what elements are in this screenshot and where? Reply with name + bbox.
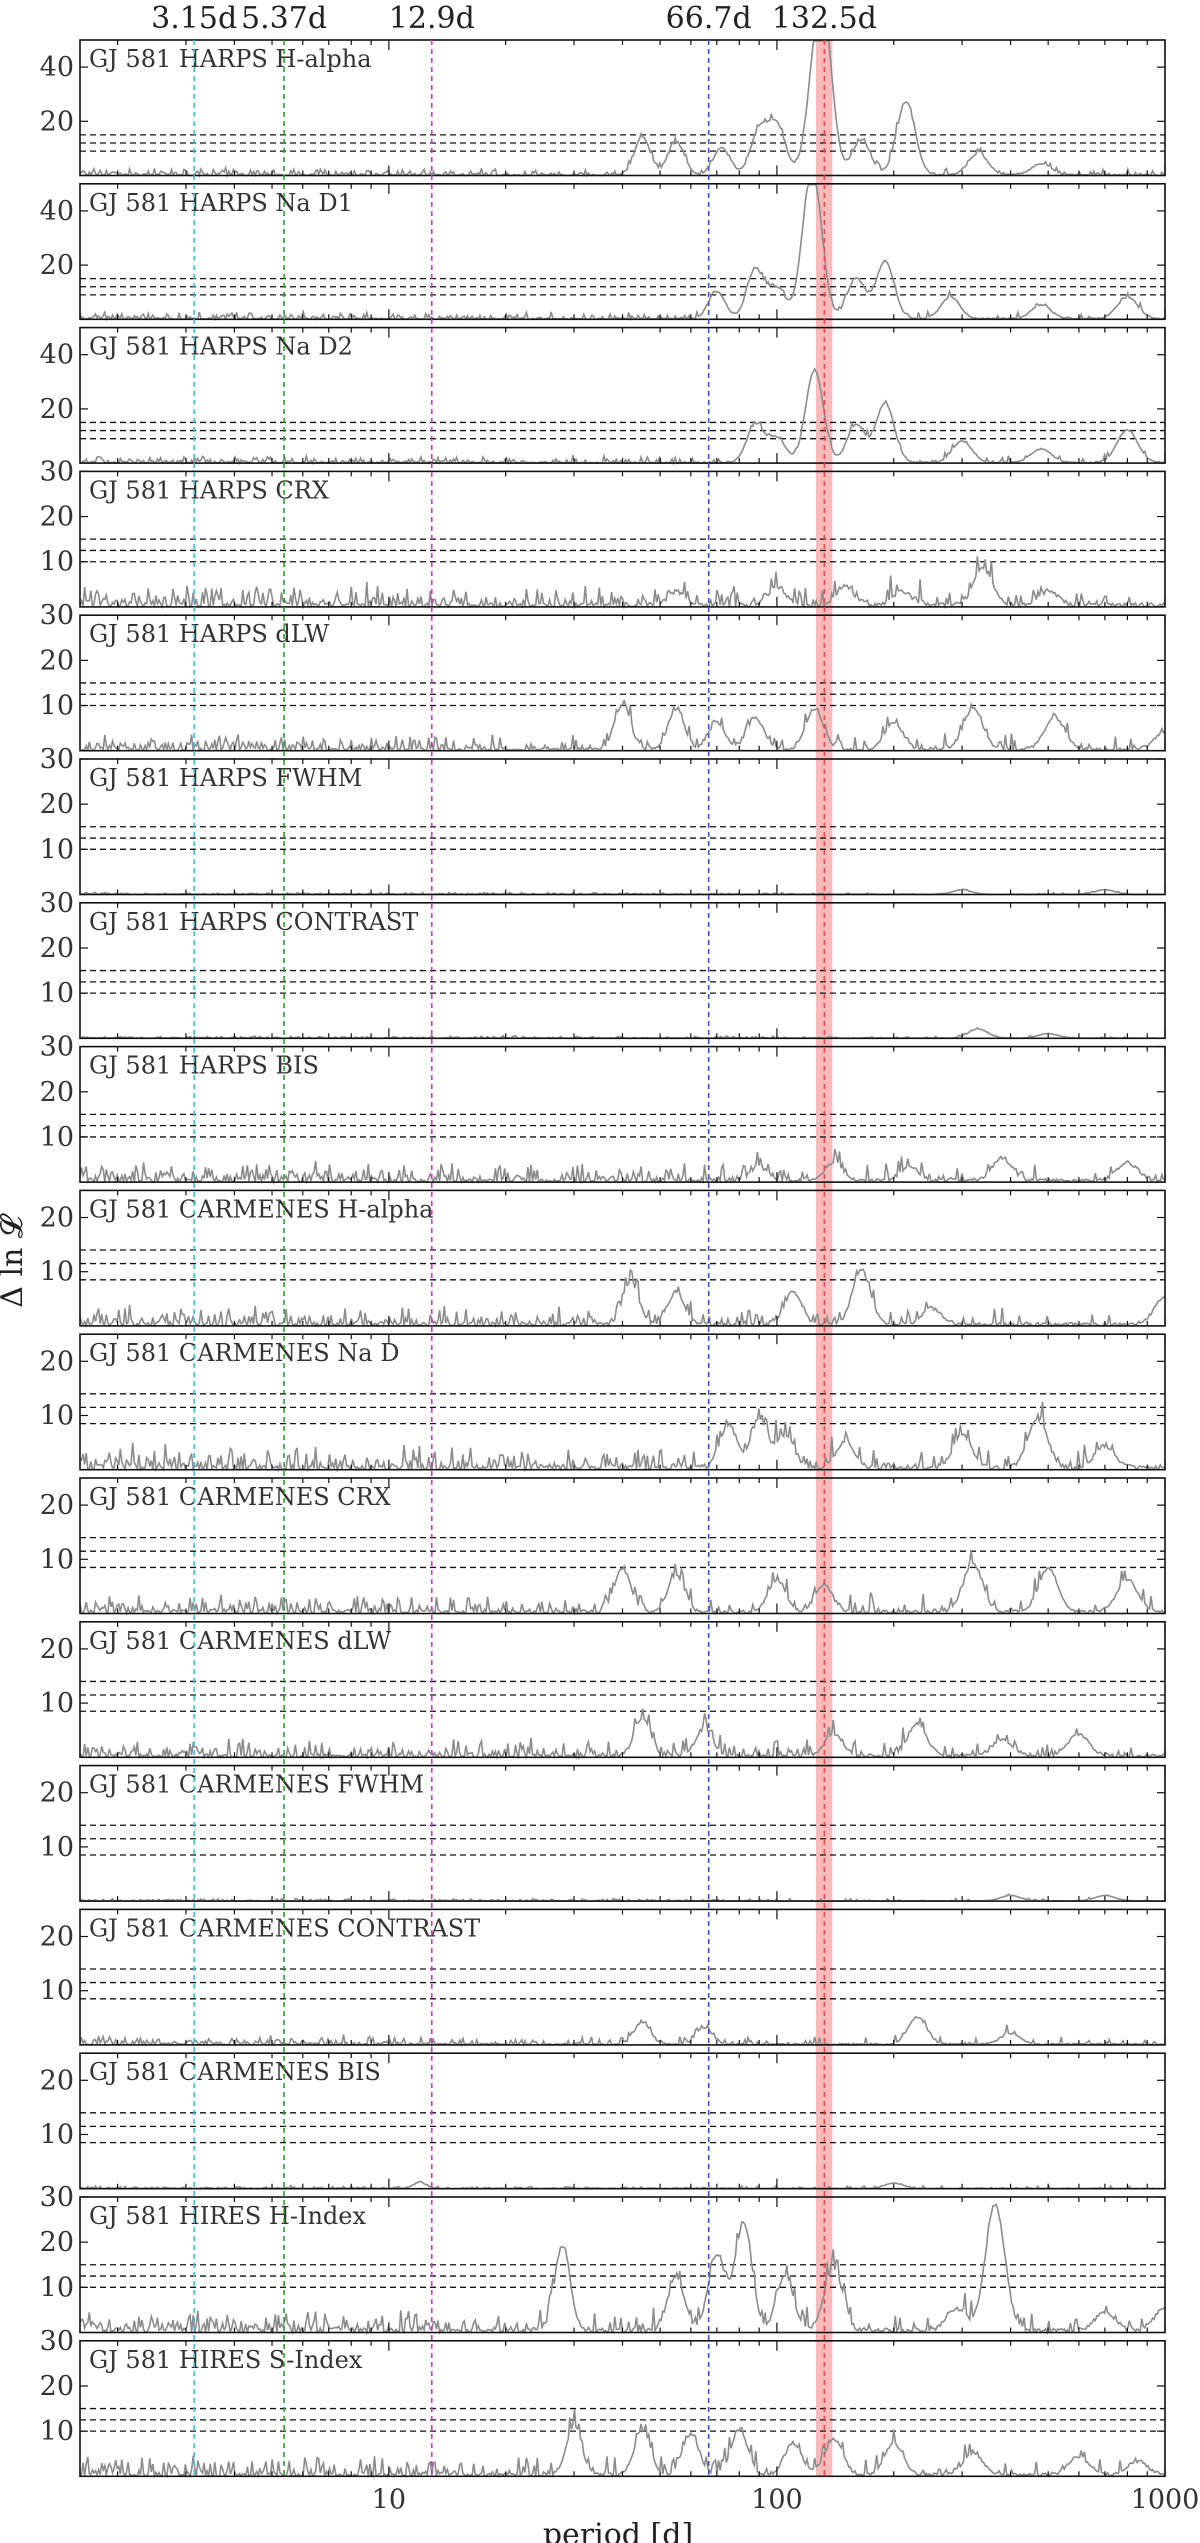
y-tick-label: 30 [40,744,74,775]
y-tick-label: 40 [40,196,74,227]
panel-title: GJ 581 HARPS Na D1 [89,189,353,217]
y-tick-label: 40 [40,340,74,371]
panels-layer: 20 40 GJ 581 HARPS H-alpha 20 40 GJ 581 HARPS… [40,39,1166,2480]
periodogram-series [79,698,1166,753]
x-tick-label: 10 [372,2484,406,2515]
panel: 10 20 30 GJ 581 HARPS dLW [40,600,1166,753]
y-tick-label: 10 [40,1401,74,1432]
y-tick-label: 30 [40,888,74,919]
panel: 10 20 GJ 581 CARMENES BIS [40,2052,1166,2190]
panel: 10 20 GJ 581 CARMENES CRX [40,1477,1166,1617]
x-tick-label: 100 [751,2484,803,2515]
y-tick-label: 10 [40,547,74,578]
periodogram-series [79,556,1166,610]
y-tick-label: 20 [40,2227,74,2258]
y-tick-label: 30 [40,2182,74,2213]
panel-title: GJ 581 HARPS FWHM [89,764,362,792]
y-tick-label: 20 [40,789,74,820]
periodogram-series [79,1708,1166,1761]
y-tick-label: 10 [40,1976,74,2007]
marked-period-label: 5.37d [241,1,327,36]
y-tick-label: 10 [40,2272,74,2303]
y-tick-label: 20 [40,502,74,533]
y-tick-label: 20 [40,645,74,676]
panel-title: GJ 581 CARMENES H-alpha [89,1195,433,1223]
marked-period-label: 3.15d [151,1,237,36]
y-tick-label: 20 [40,1346,74,1377]
y-tick-label: 10 [40,2120,74,2151]
panel-title: GJ 581 HIRES H-Index [89,2202,366,2230]
y-tick-label: 20 [40,933,74,964]
marked-period-labels: 3.15d 5.37d 12.9d 66.7d 132.5d [151,1,877,36]
y-tick-label: 40 [40,52,74,83]
marked-period-lines [193,40,826,2477]
panel: 10 20 30 GJ 581 HARPS FWHM [40,744,1166,896]
y-tick-label: 30 [40,456,74,487]
panel-title: GJ 581 HIRES S-Index [89,2346,363,2374]
y-tick-label: 20 [40,1203,74,1234]
marked-period-label: 66.7d [666,1,752,36]
panel: 10 20 GJ 581 CARMENES CONTRAST [40,1908,1166,2048]
y-tick-label: 10 [40,1122,74,1153]
y-tick-label: 10 [40,1688,74,1719]
panel: 10 20 GJ 581 CARMENES Na D [40,1333,1166,1473]
y-tick-label: 20 [40,394,74,425]
y-tick-label: 20 [40,2065,74,2096]
y-tick-label: 20 [40,1634,74,1665]
panel-title: GJ 581 CARMENES FWHM [89,1771,424,1799]
panel: 10 20 GJ 581 CARMENES FWHM [40,1764,1166,1903]
y-tick-label: 20 [40,250,74,281]
panel: 20 40 GJ 581 HARPS Na D1 [40,183,1166,322]
y-tick-label: 20 [40,2371,74,2402]
y-tick-label: 30 [40,1032,74,1063]
y-tick-label: 10 [40,834,74,865]
y-tick-label: 30 [40,2326,74,2357]
y-tick-label: 10 [40,1544,74,1575]
y-tick-label: 20 [40,106,74,137]
periodogram-series [80,367,1166,466]
panel-title: GJ 581 HARPS CRX [89,476,329,504]
y-tick-label: 20 [40,1778,74,1809]
y-tick-label: 10 [40,978,74,1009]
panel-title: GJ 581 CARMENES dLW [89,1627,392,1655]
periodogram-series [79,1268,1166,1329]
y-tick-label: 30 [40,600,74,631]
panel: 10 20 GJ 581 CARMENES H-alpha [40,1189,1166,1329]
panel-title: GJ 581 CARMENES CRX [89,1483,391,1511]
panel-title: GJ 581 HARPS Na D2 [89,333,353,361]
y-tick-label: 10 [40,2416,74,2447]
panel: 10 20 GJ 581 CARMENES dLW [40,1621,1166,1761]
x-tick-label: 1000 [1131,2484,1200,2515]
x-axis-label: period [d] [543,2517,693,2543]
y-tick-label: 10 [40,1257,74,1288]
y-tick-label: 20 [40,1077,74,1108]
marked-period-label: 132.5d [772,1,877,36]
panel: 20 40 GJ 581 HARPS Na D2 [40,326,1166,466]
y-tick-label: 20 [40,1490,74,1521]
panel-title: GJ 581 HARPS BIS [89,1052,319,1080]
panel: 10 20 30 GJ 581 HARPS CRX [40,456,1166,610]
panel-title: GJ 581 CARMENES Na D [89,1339,400,1367]
panel: 20 40 GJ 581 HARPS H-alpha [40,39,1166,179]
panel-title: GJ 581 HARPS H-alpha [89,45,372,73]
periodogram-series [79,1401,1166,1473]
panel: 10 20 30 GJ 581 HARPS CONTRAST [40,888,1166,1040]
y-tick-label: 10 [40,1832,74,1863]
panel-title: GJ 581 HARPS dLW [89,620,330,648]
panel: 10 20 30 GJ 581 HARPS BIS [40,1032,1166,1185]
periodogram-series [79,2015,1166,2048]
y-tick-label: 20 [40,1922,74,1953]
panel-title: GJ 581 CARMENES CONTRAST [89,1914,480,1942]
y-axis-label: Δ ln 𝓛 [0,1213,30,1308]
panel-title: GJ 581 HARPS CONTRAST [89,908,418,936]
panel: 10 20 30 GJ 581 HIRES S-Index [40,2326,1166,2480]
periodogram-series [79,1550,1166,1617]
y-tick-label: 10 [40,691,74,722]
marked-period-label: 12.9d [389,1,475,36]
x-axis: 10 100 1000 [372,2484,1200,2515]
panel: 10 20 30 GJ 581 HIRES H-Index [40,2182,1166,2336]
panel-title: GJ 581 CARMENES BIS [89,2058,381,2086]
